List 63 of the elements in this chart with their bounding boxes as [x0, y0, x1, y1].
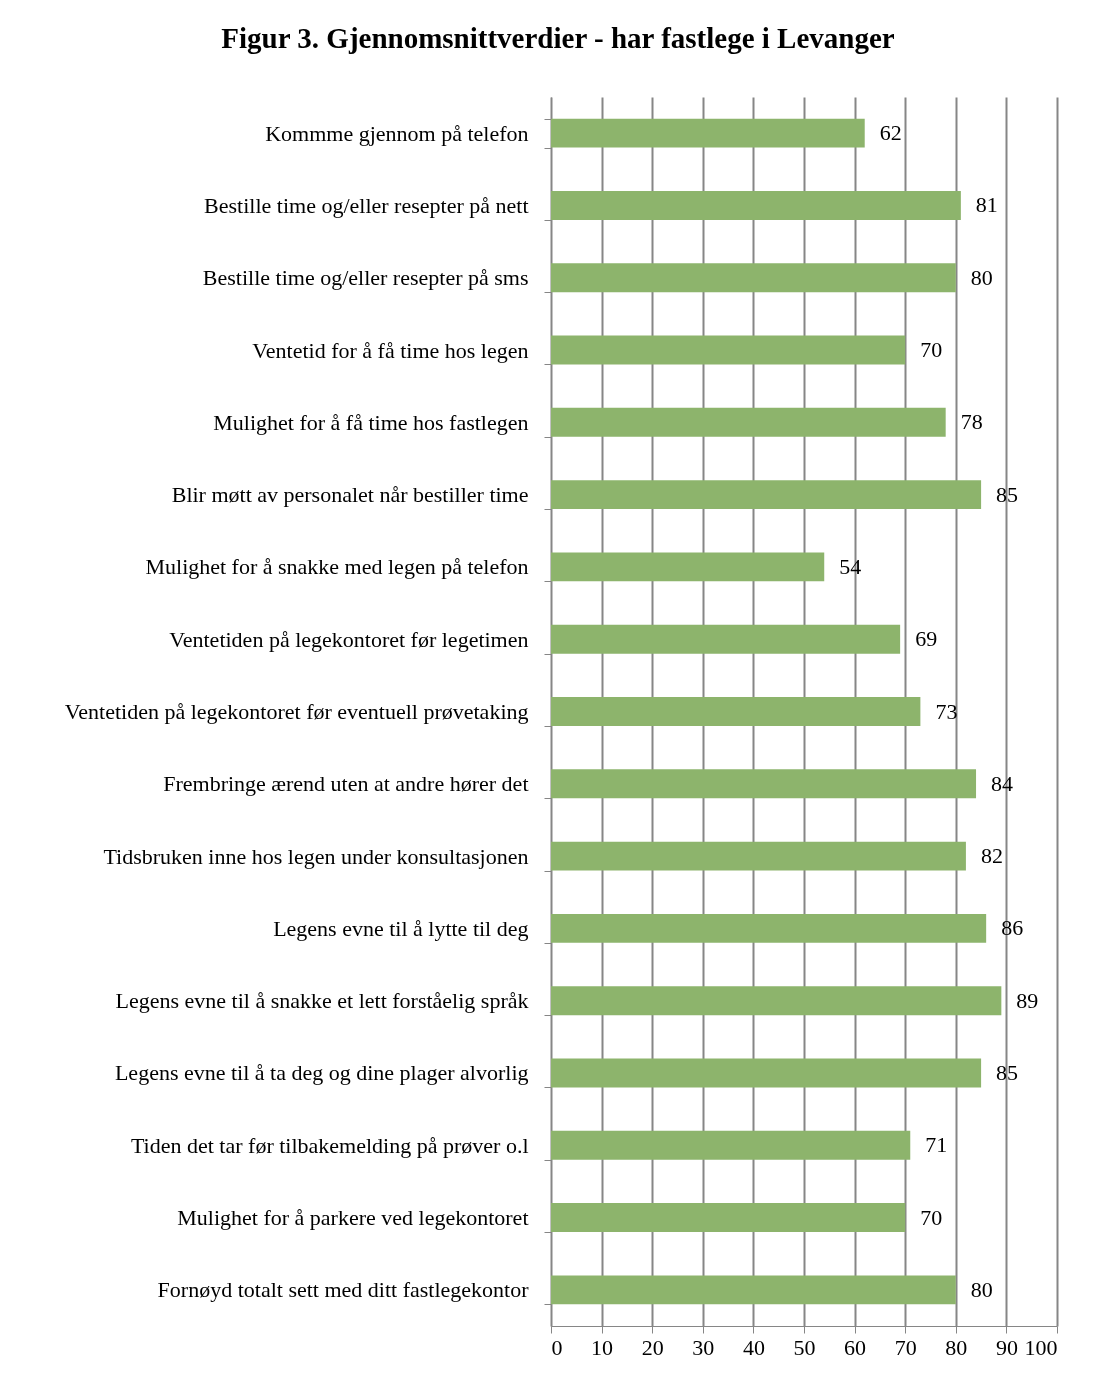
bar	[551, 1058, 982, 1088]
x-tick-label: 10	[591, 1334, 614, 1360]
y-tick-label: Ventetid for å få time hos legen	[252, 337, 529, 363]
y-tick-label: Legens evne til å snakke et lett forståelig språk	[115, 988, 529, 1014]
x-tick-label: 60	[844, 1334, 867, 1360]
x-tick-label: 30	[692, 1334, 715, 1360]
x-tick-label: 80	[945, 1334, 968, 1360]
x-tick-label: 90	[995, 1334, 1018, 1360]
data-label: 85	[996, 1059, 1019, 1085]
data-label: 81	[975, 192, 998, 218]
bar	[551, 986, 1002, 1016]
y-tick-label: Legens evne til å lytte til deg	[273, 915, 529, 941]
data-label: 85	[996, 481, 1019, 507]
bar	[551, 1130, 911, 1160]
bar	[551, 407, 946, 437]
bar	[551, 769, 977, 799]
data-label: 86	[1001, 915, 1024, 941]
y-tick-label: Mulighet for å få time hos fastlegen	[213, 409, 529, 435]
y-tick-label: Ventetiden på legekontoret før eventuell prøvetaking	[64, 699, 529, 724]
y-tick-label: Blir møtt av personalet når bestiller time	[171, 482, 529, 508]
data-label: 69	[915, 626, 938, 652]
x-tick-label: 100	[1024, 1334, 1058, 1360]
y-tick-label: Bestille time og/eller resepter på nett	[204, 192, 529, 218]
x-tick-label: 70	[894, 1334, 917, 1360]
bar	[551, 1203, 906, 1233]
data-label: 70	[920, 1204, 943, 1230]
data-label: 78	[960, 409, 983, 435]
x-tick-label: 0	[551, 1334, 563, 1360]
bar	[551, 552, 825, 582]
bar	[551, 913, 987, 943]
data-label: 54	[839, 553, 862, 579]
bar	[551, 118, 865, 148]
bar	[551, 697, 921, 726]
bar	[551, 263, 956, 293]
y-tick-label: Tidsbruken inne hos legen under konsultasjonen	[103, 843, 529, 869]
y-tick-label: Legens evne til å ta deg og dine plager alvorlig	[114, 1060, 529, 1086]
data-label: 71	[925, 1132, 948, 1158]
bar	[551, 1275, 956, 1305]
y-tick-label: Tiden det tar før tilbakemelding på prøver o.l	[130, 1132, 529, 1158]
bar	[551, 335, 906, 365]
y-tick-label: Fornøyd totalt sett med ditt fastlegekontor	[157, 1277, 530, 1303]
y-tick-label: Frembringe ærend uten at andre hører det	[163, 771, 529, 797]
y-tick-label: Mulighet for å parkere ved legekontoret	[177, 1205, 529, 1231]
chart-title: Figur 3. Gjennomsnittverdier - har fastlege i Levanger	[221, 22, 895, 54]
data-label: 84	[991, 770, 1014, 796]
bar	[551, 624, 901, 654]
data-label: 73	[935, 698, 958, 724]
y-tick-label: Ventetiden på legekontoret før legetimen	[169, 626, 529, 652]
x-tick-label: 50	[793, 1334, 816, 1360]
data-label: 80	[970, 1276, 993, 1302]
bar	[551, 841, 966, 871]
y-tick-label: Bestille time og/eller resepter på sms	[202, 265, 529, 291]
data-label: 80	[970, 264, 993, 290]
bar	[551, 190, 961, 220]
data-label: 89	[1016, 987, 1039, 1013]
data-label: 62	[879, 120, 902, 146]
bar	[551, 480, 982, 510]
x-tick-label: 20	[641, 1334, 664, 1360]
y-tick-label: Mulighet for å snakke med legen på telefon	[145, 554, 529, 580]
x-tick-label: 40	[742, 1334, 765, 1360]
y-tick-label: Kommme gjennom på telefon	[265, 120, 529, 146]
data-label: 70	[920, 337, 943, 363]
data-label: 82	[980, 843, 1003, 869]
